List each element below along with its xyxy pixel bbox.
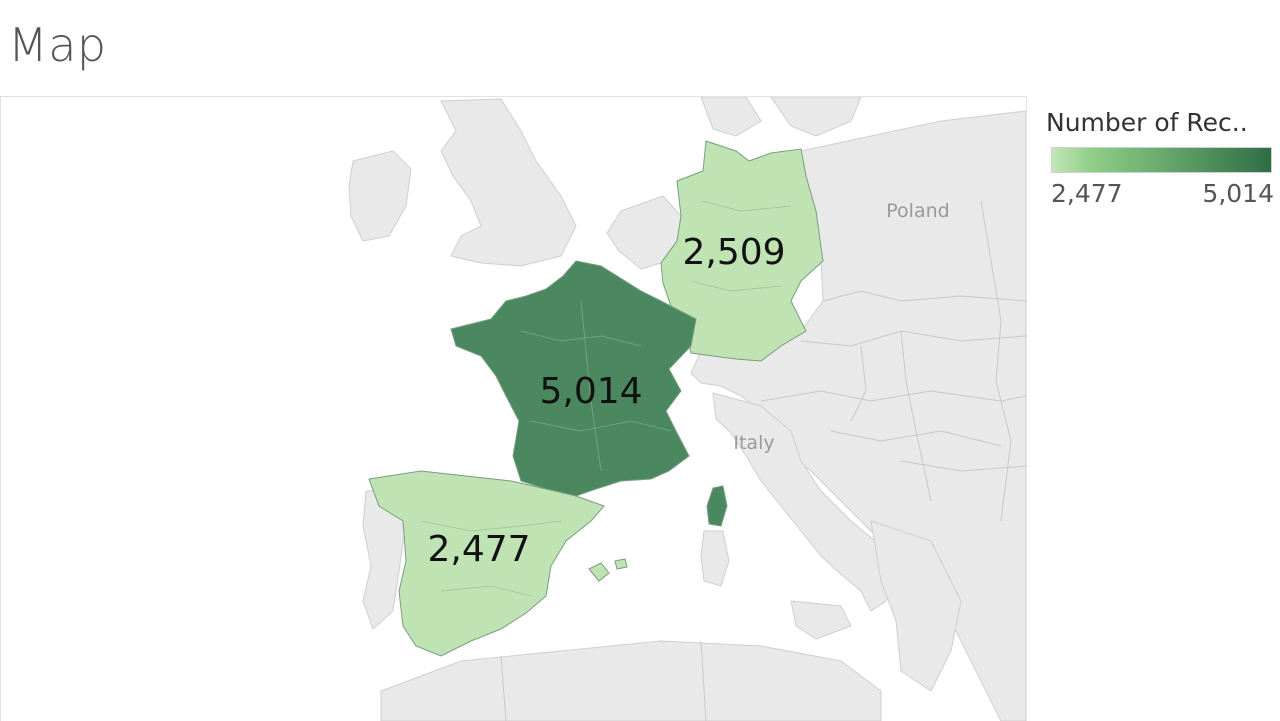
france-value-label: 5,014 bbox=[539, 371, 642, 412]
legend-title: Number of Rec.. bbox=[1046, 108, 1248, 137]
legend-labels: 2,477 5,014 bbox=[1046, 179, 1276, 213]
border-line bbox=[850, 345, 867, 422]
region-subdivision bbox=[690, 280, 782, 292]
basemap-label-italy: Italy bbox=[733, 432, 774, 454]
region-subdivision bbox=[580, 300, 602, 472]
balkans-land bbox=[870, 520, 962, 692]
germany-value-label: 2,509 bbox=[682, 232, 785, 273]
region-subdivision bbox=[420, 520, 562, 532]
region-subdivision bbox=[700, 200, 792, 212]
sweden-land bbox=[770, 97, 862, 137]
legend-max-label: 5,014 bbox=[1202, 179, 1274, 208]
germany-region[interactable] bbox=[660, 140, 824, 362]
border-line bbox=[700, 640, 707, 721]
region-subdivision bbox=[520, 330, 642, 347]
italy-land bbox=[712, 392, 902, 612]
border-line bbox=[900, 330, 932, 502]
border-line bbox=[980, 200, 1012, 522]
border-line bbox=[830, 430, 1002, 447]
border-line bbox=[900, 460, 1026, 472]
denmark-land bbox=[700, 97, 762, 137]
map-view[interactable]: Poland Italy 2,509 5,014 2,477 bbox=[0, 96, 1027, 721]
region-subdivision bbox=[530, 420, 672, 432]
basemap-label-poland: Poland bbox=[886, 200, 949, 222]
spain-region[interactable] bbox=[368, 470, 605, 657]
border-line bbox=[760, 390, 1026, 402]
sardinia-land bbox=[700, 530, 730, 587]
corsica-region[interactable] bbox=[706, 485, 728, 527]
border-line bbox=[822, 290, 1026, 302]
border-line bbox=[500, 655, 507, 721]
region-subdivision bbox=[440, 585, 532, 597]
legend-gradient-bar bbox=[1051, 147, 1272, 173]
north-africa-land bbox=[380, 640, 882, 721]
page-title: Map bbox=[8, 18, 107, 72]
balearic-region[interactable] bbox=[588, 562, 610, 582]
britain-land bbox=[440, 98, 577, 267]
sicily-land bbox=[790, 600, 852, 640]
ireland-land bbox=[348, 150, 412, 242]
map-svg[interactable]: Poland Italy 2,509 5,014 2,477 bbox=[1, 97, 1026, 721]
legend-min-label: 2,477 bbox=[1051, 179, 1123, 208]
color-legend: Number of Rec.. 2,477 5,014 bbox=[1046, 108, 1276, 213]
spain-value-label: 2,477 bbox=[427, 529, 530, 570]
balearic-region[interactable] bbox=[614, 558, 628, 570]
